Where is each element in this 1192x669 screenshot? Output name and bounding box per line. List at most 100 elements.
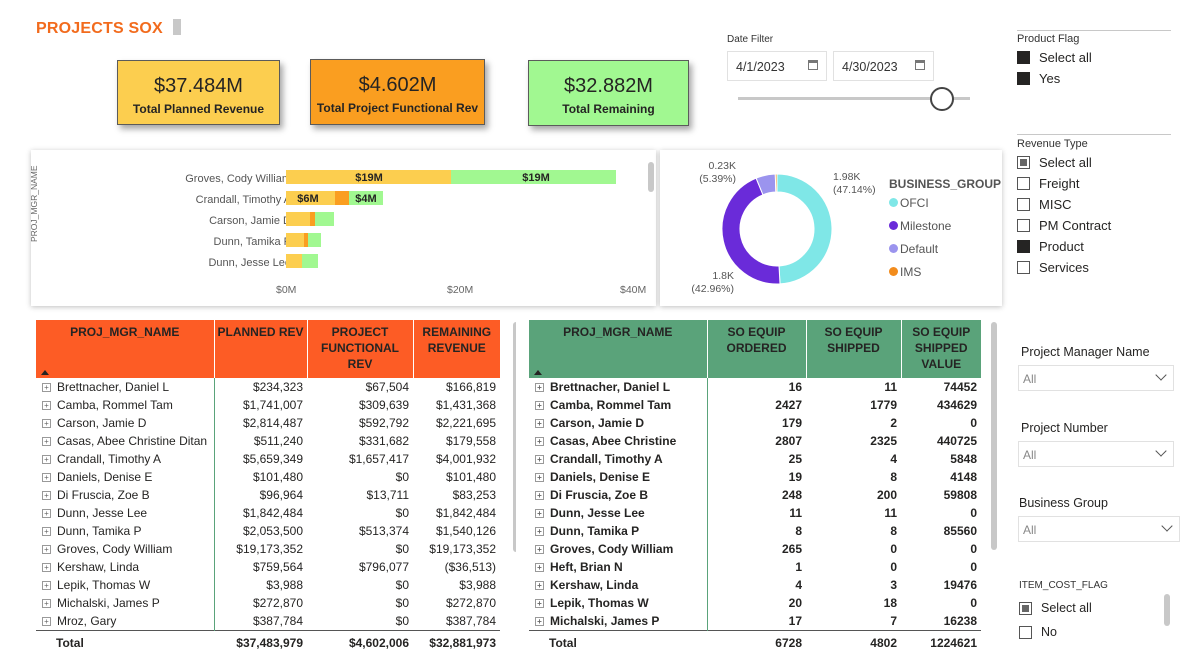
revenue-type-freight[interactable]: Freight xyxy=(1017,173,1111,194)
table-row[interactable]: + Di Fruscia, Zoe B 248 200 59808 xyxy=(529,486,981,504)
revenue-table-scrollbar[interactable] xyxy=(513,322,516,552)
donut-slice-ofci[interactable] xyxy=(776,173,833,285)
date-range-slider-track[interactable] xyxy=(738,97,970,100)
column-header[interactable]: REMAINING REVENUE xyxy=(413,320,500,378)
table-row[interactable]: + Dunn, Jesse Lee $1,842,484 $0 $1,842,484 xyxy=(36,504,500,522)
table-row[interactable]: + Dunn, Jesse Lee 11 11 0 xyxy=(529,504,981,522)
business-group-dropdown[interactable]: All xyxy=(1018,516,1180,542)
expand-icon[interactable]: + xyxy=(42,563,51,573)
expand-icon[interactable]: + xyxy=(42,473,51,483)
calendar-icon[interactable] xyxy=(915,60,925,70)
bar-segment[interactable] xyxy=(308,233,322,247)
table-row[interactable]: + Daniels, Denise E 19 8 4148 xyxy=(529,468,981,486)
expand-icon[interactable]: + xyxy=(42,401,51,411)
expand-icon[interactable]: + xyxy=(535,545,544,555)
date-start-input[interactable]: 4/1/2023 xyxy=(727,51,827,81)
table-row[interactable]: + Carson, Jamie D 179 2 0 xyxy=(529,414,981,432)
bar-segment[interactable] xyxy=(286,191,335,205)
bar-segment[interactable] xyxy=(334,191,349,205)
expand-icon[interactable]: + xyxy=(42,509,51,519)
expand-icon[interactable]: + xyxy=(535,527,544,537)
bar-segment[interactable] xyxy=(315,212,335,226)
expand-icon[interactable]: + xyxy=(535,473,544,483)
expand-icon[interactable]: + xyxy=(42,599,51,609)
expand-icon[interactable]: + xyxy=(535,617,544,627)
bar-segment[interactable] xyxy=(286,254,302,268)
table-row[interactable]: + Crandall, Timothy A 25 4 5848 xyxy=(529,450,981,468)
column-header[interactable]: PROJECT FUNCTIONAL REV xyxy=(307,320,414,378)
table-row[interactable]: + Dunn, Tamika P $2,053,500 $513,374 $1,540,… xyxy=(36,522,500,540)
table-row[interactable]: + Camba, Rommel Tam 2427 1779 434629 xyxy=(529,396,981,414)
legend-item-ofci[interactable]: OFCI xyxy=(889,191,951,214)
expand-icon[interactable]: + xyxy=(42,491,51,501)
product-flag-select-all[interactable]: Select all xyxy=(1017,47,1092,68)
table-row[interactable]: + Casas, Abee Christine 2807 2325 440725 xyxy=(529,432,981,450)
table-row[interactable]: + Lepik, Thomas W $3,988 $0 $3,988 xyxy=(36,576,500,594)
revenue-type-select-all[interactable]: Select all xyxy=(1017,152,1111,173)
table-row[interactable]: + Daniels, Denise E $101,480 $0 $101,480 xyxy=(36,468,500,486)
bar-segment[interactable] xyxy=(303,233,308,247)
calendar-icon[interactable] xyxy=(808,60,818,70)
project-number-dropdown[interactable]: All xyxy=(1018,441,1174,467)
expand-icon[interactable]: + xyxy=(535,509,544,519)
legend-item-milestone[interactable]: Milestone xyxy=(889,214,951,237)
expand-icon[interactable]: + xyxy=(42,383,51,393)
expand-icon[interactable]: + xyxy=(42,455,51,465)
expand-icon[interactable]: + xyxy=(535,437,544,447)
kpi-total-remaining[interactable]: $32.882M Total Remaining xyxy=(528,60,689,126)
date-end-input[interactable]: 4/30/2023 xyxy=(833,51,934,81)
legend-item-ims[interactable]: IMS xyxy=(889,260,951,283)
expand-icon[interactable]: + xyxy=(535,455,544,465)
table-row[interactable]: + Crandall, Timothy A $5,659,349 $1,657,417… xyxy=(36,450,500,468)
expand-icon[interactable]: + xyxy=(535,491,544,501)
column-header[interactable]: SO EQUIP ORDERED xyxy=(707,320,807,378)
product-flag-yes[interactable]: Yes xyxy=(1017,68,1092,89)
sort-ascending-icon[interactable] xyxy=(41,370,49,375)
bar-segment[interactable] xyxy=(286,170,451,184)
kpi-total-planned-revenue[interactable]: $37.484M Total Planned Revenue xyxy=(117,60,280,125)
expand-icon[interactable]: + xyxy=(42,545,51,555)
table-row[interactable]: + Groves, Cody William 265 0 0 xyxy=(529,540,981,558)
revenue-type-misc[interactable]: MISC xyxy=(1017,194,1111,215)
expand-icon[interactable]: + xyxy=(535,581,544,591)
expand-icon[interactable]: + xyxy=(42,437,51,447)
table-row[interactable]: + Heft, Brian N 1 0 0 xyxy=(529,558,981,576)
expand-icon[interactable]: + xyxy=(535,599,544,609)
table-row[interactable]: + Dunn, Tamika P 8 8 85560 xyxy=(529,522,981,540)
bar-segment[interactable] xyxy=(450,170,616,184)
table-row[interactable]: + Casas, Abee Christine Ditan $511,240 $331… xyxy=(36,432,500,450)
table-row[interactable]: + Groves, Cody William $19,173,352 $0 $19,17… xyxy=(36,540,500,558)
revenue-type-services[interactable]: Services xyxy=(1017,257,1111,278)
bar-segment[interactable] xyxy=(348,191,384,205)
expand-icon[interactable]: + xyxy=(535,401,544,411)
expand-icon[interactable]: + xyxy=(535,383,544,393)
column-header[interactable]: PROJ_MGR_NAME xyxy=(529,320,708,378)
table-row[interactable]: + Kershaw, Linda $759,564 $796,077 ($36,513) xyxy=(36,558,500,576)
project-manager-dropdown[interactable]: All xyxy=(1018,365,1174,391)
expand-icon[interactable]: + xyxy=(42,581,51,591)
item-cost-flag-select-all[interactable]: Select all xyxy=(1019,596,1092,620)
table-row[interactable]: + Brettnacher, Daniel L 16 11 74452 xyxy=(529,378,981,396)
item-cost-flag-no[interactable]: No xyxy=(1019,620,1092,644)
table-row[interactable]: + Mroz, Gary $387,784 $0 $387,784 xyxy=(36,612,500,630)
table-row[interactable]: + Camba, Rommel Tam $1,741,007 $309,639 $1,4… xyxy=(36,396,500,414)
column-header[interactable]: PLANNED REV xyxy=(214,320,308,378)
column-header[interactable]: SO EQUIP SHIPPED VALUE xyxy=(901,320,981,378)
table-row[interactable]: + Lepik, Thomas W 20 18 0 xyxy=(529,594,981,612)
kpi-total-project-functional-rev[interactable]: $4.602M Total Project Functional Rev xyxy=(310,59,485,125)
bar-segment[interactable] xyxy=(286,212,311,226)
donut-slice-ims[interactable] xyxy=(774,173,778,193)
revenue-type-pm-contract[interactable]: PM Contract xyxy=(1017,215,1111,236)
revenue-type-product[interactable]: Product xyxy=(1017,236,1111,257)
expand-icon[interactable]: + xyxy=(42,527,51,537)
legend-item-default[interactable]: Default xyxy=(889,237,951,260)
table-row[interactable]: + Michalski, James P 17 7 16238 xyxy=(529,612,981,630)
column-header[interactable]: SO EQUIP SHIPPED xyxy=(806,320,902,378)
equip-table-scrollbar[interactable] xyxy=(991,322,997,550)
date-range-slider-handle[interactable] xyxy=(930,87,954,111)
bar-segment[interactable] xyxy=(310,212,316,226)
expand-icon[interactable]: + xyxy=(42,419,51,429)
expand-icon[interactable]: + xyxy=(42,617,51,627)
table-row[interactable]: + Kershaw, Linda 4 3 19476 xyxy=(529,576,981,594)
donut-slice-milestone[interactable] xyxy=(721,177,781,285)
